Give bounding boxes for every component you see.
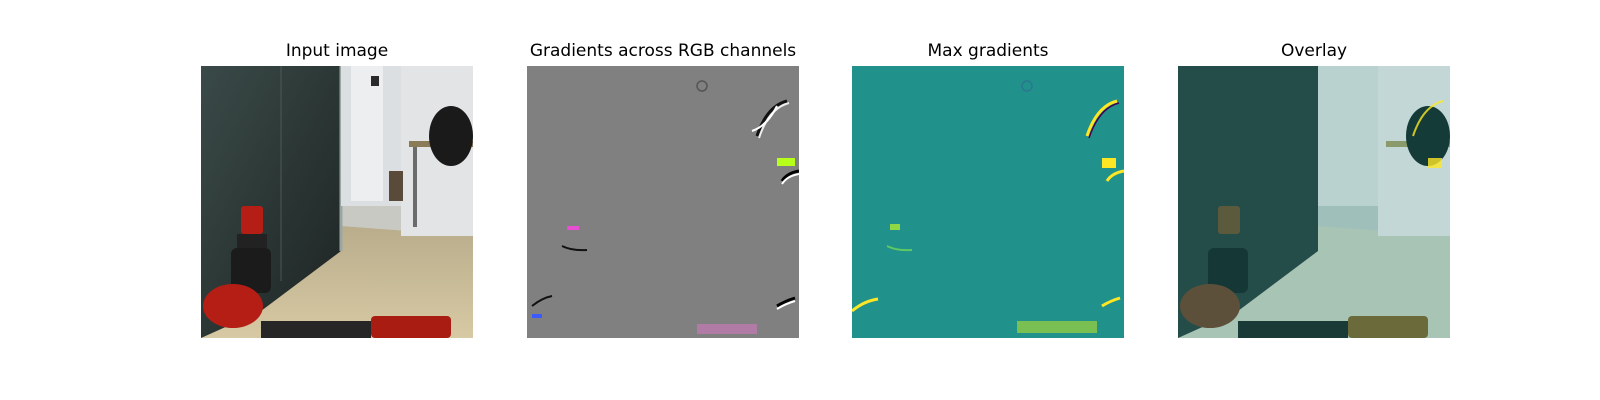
overlay-image <box>1178 66 1450 338</box>
panel-max-gradients: Max gradients <box>852 36 1124 338</box>
input-image <box>201 66 473 338</box>
panel-rgb-gradients: Gradients across RGB channels <box>527 36 799 338</box>
rgb-gradient-map <box>527 66 799 338</box>
max-gradient-map <box>852 66 1124 338</box>
panel-title-rgb-gradients: Gradients across RGB channels <box>529 41 797 61</box>
panel-title-input-image: Input image <box>285 41 389 61</box>
panel-title-overlay: Overlay <box>1280 41 1348 61</box>
panel-input-image: Input image <box>201 36 473 338</box>
panel-overlay: Overlay <box>1178 36 1450 338</box>
panel-title-max-gradients: Max gradients <box>927 41 1049 61</box>
